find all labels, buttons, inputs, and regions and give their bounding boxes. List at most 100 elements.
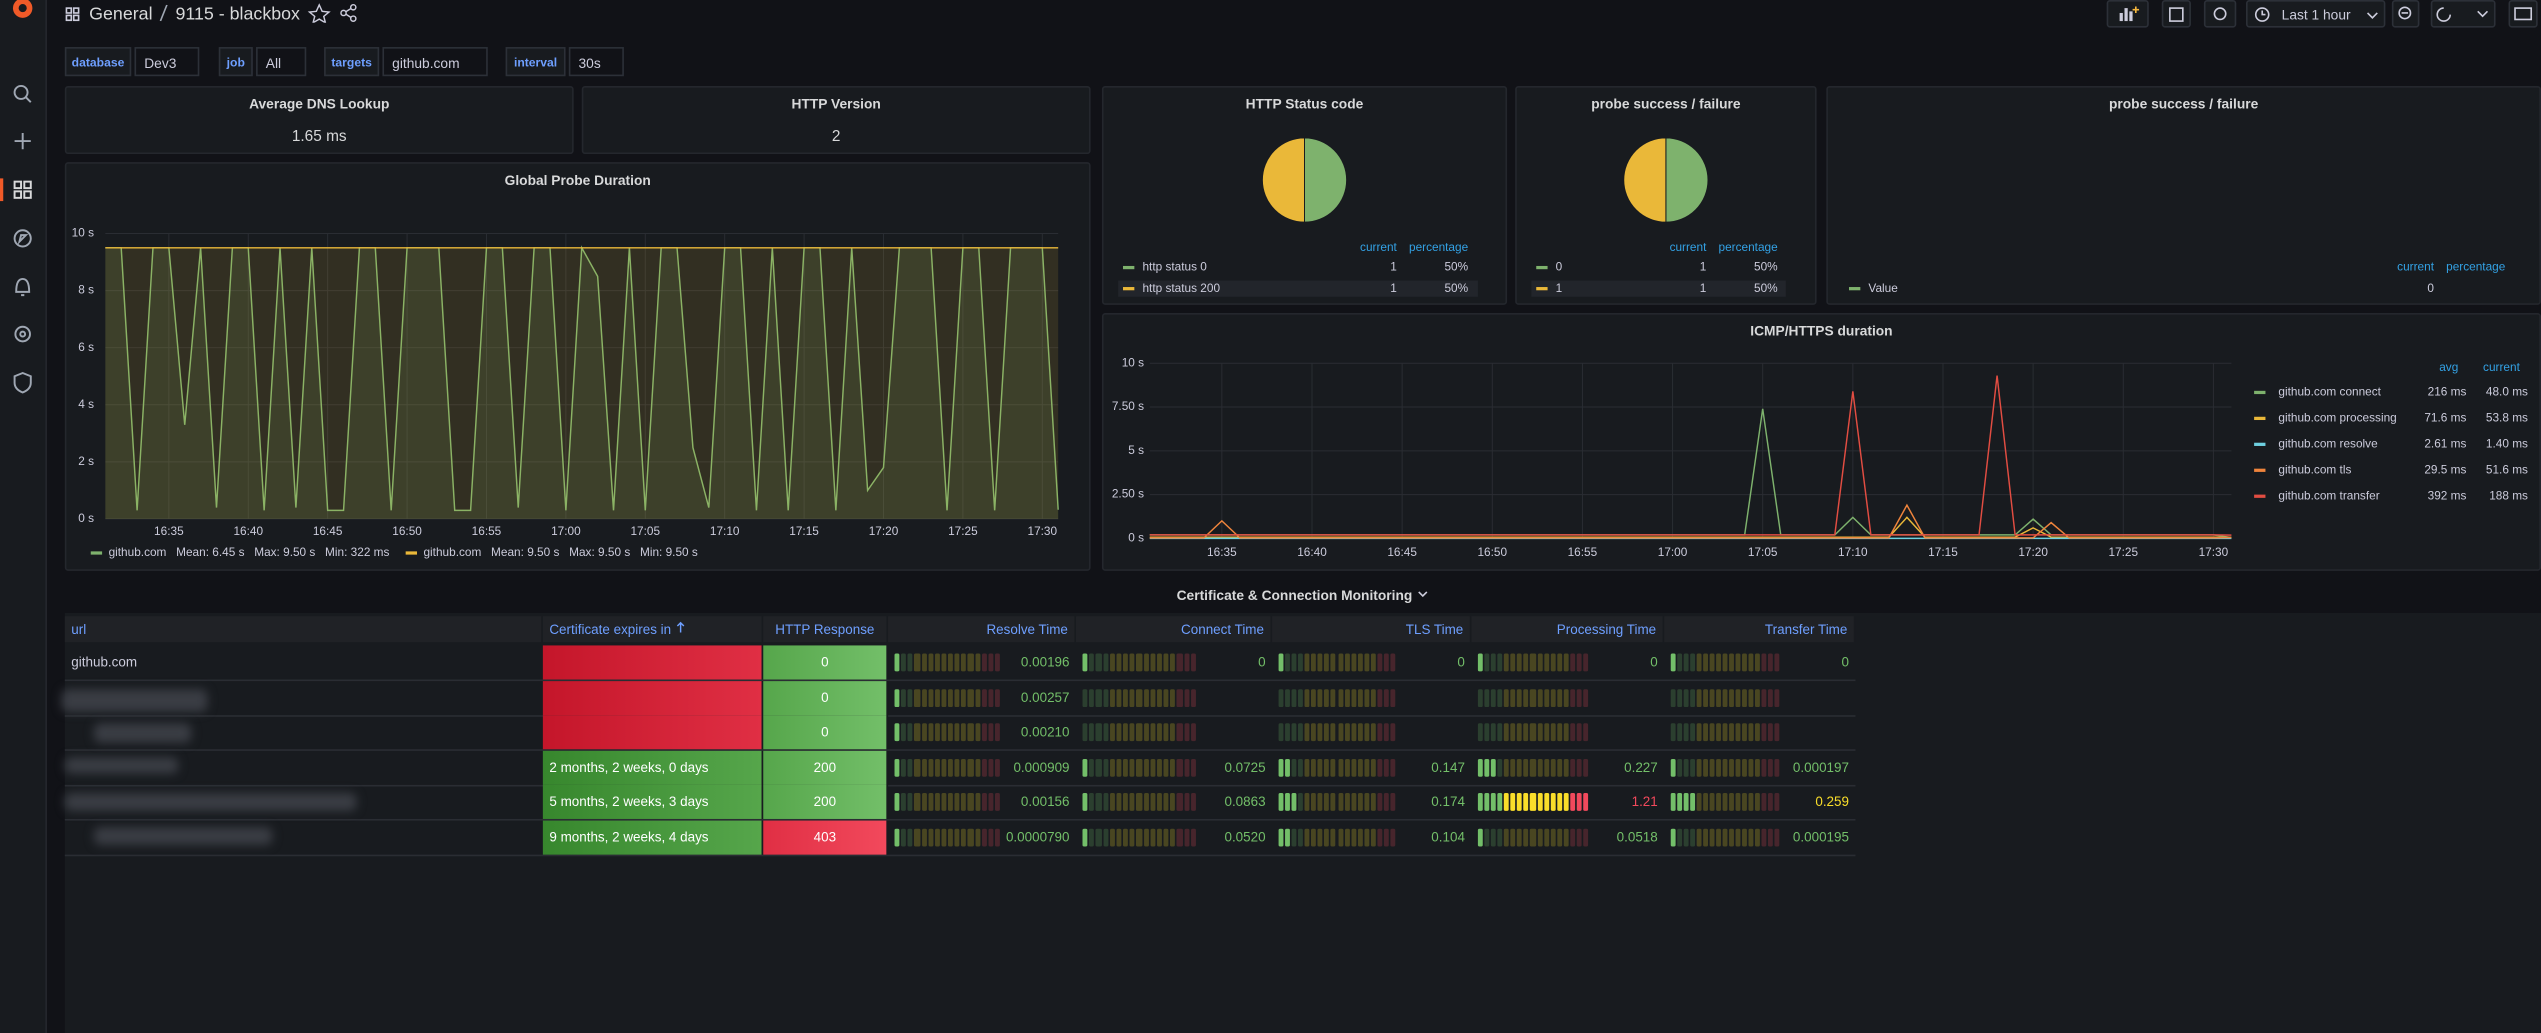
gauge-cell bbox=[1377, 758, 1383, 777]
search-icon[interactable] bbox=[13, 84, 32, 103]
add-panel-button[interactable] bbox=[2106, 0, 2149, 28]
gauge-cell bbox=[1337, 688, 1343, 707]
time-value: 0 bbox=[1650, 653, 1658, 670]
gauge-cell bbox=[1563, 653, 1569, 672]
gauge-cell bbox=[1523, 653, 1529, 672]
gauge-cell bbox=[1677, 723, 1683, 742]
gauge-cell bbox=[1550, 723, 1556, 742]
zoom-out-button[interactable] bbox=[2391, 0, 2420, 28]
time-value: 0 bbox=[1457, 653, 1465, 670]
bar-gauge bbox=[1082, 688, 1197, 707]
gauge-cell bbox=[1774, 793, 1780, 812]
gauge-cell bbox=[1317, 828, 1323, 847]
gauge-cell bbox=[1569, 828, 1575, 847]
variable-value[interactable]: github.com bbox=[382, 47, 488, 77]
settings-button[interactable] bbox=[2203, 0, 2237, 28]
column-header[interactable]: Certificate expires in bbox=[542, 616, 764, 643]
gauge-cell bbox=[1677, 653, 1683, 672]
bar-gauge bbox=[1670, 653, 1781, 672]
gauge-cell bbox=[1285, 828, 1291, 847]
gauge-cell bbox=[1690, 828, 1696, 847]
tv-mode-button[interactable] bbox=[2508, 0, 2538, 28]
gauge-cell bbox=[1670, 653, 1676, 672]
column-header[interactable]: url bbox=[64, 616, 543, 643]
gauge-cell bbox=[961, 653, 967, 672]
share-icon[interactable] bbox=[340, 3, 357, 22]
gauge-cell bbox=[994, 723, 1000, 742]
variable-value[interactable]: Dev3 bbox=[134, 47, 200, 77]
gauge-cell bbox=[1722, 688, 1728, 707]
admin-icon[interactable] bbox=[13, 371, 32, 394]
gauge-cell bbox=[927, 723, 934, 742]
gauge-cell bbox=[1729, 828, 1734, 847]
breadcrumb-folder[interactable]: General bbox=[89, 4, 153, 25]
gauge-cell bbox=[947, 828, 954, 847]
gauge-cell bbox=[1735, 758, 1741, 777]
gauge-cell bbox=[1761, 758, 1767, 777]
column-header[interactable]: Processing Time bbox=[1471, 616, 1665, 643]
gauge-cell bbox=[1337, 828, 1343, 847]
gauge-cell bbox=[1774, 758, 1780, 777]
gauge-cell bbox=[974, 723, 980, 742]
gauge-cell bbox=[1190, 653, 1196, 672]
gauge-cell bbox=[1377, 653, 1383, 672]
create-icon[interactable] bbox=[14, 132, 31, 150]
column-header[interactable]: Transfer Time bbox=[1664, 616, 1856, 643]
gauge-cell bbox=[1278, 828, 1284, 847]
refresh-button[interactable] bbox=[2430, 0, 2496, 28]
star-icon[interactable] bbox=[308, 3, 332, 25]
gauge-cell bbox=[1761, 828, 1767, 847]
gauge-cell bbox=[1690, 653, 1696, 672]
gauge-cell bbox=[1082, 793, 1088, 812]
row-header[interactable]: Certificate & Connection Monitoring bbox=[65, 587, 2541, 603]
variable-value[interactable]: 30s bbox=[568, 47, 624, 77]
gauge-cell bbox=[1304, 758, 1310, 777]
gauge-cell bbox=[934, 793, 940, 812]
gauge-cell bbox=[1523, 723, 1529, 742]
gauge-cell bbox=[1735, 688, 1741, 707]
gauge-cell bbox=[1304, 828, 1310, 847]
gauge-cell bbox=[1569, 793, 1575, 812]
gauge-cell bbox=[1298, 828, 1304, 847]
column-header[interactable]: TLS Time bbox=[1272, 616, 1472, 643]
gauge-cell bbox=[988, 723, 994, 742]
pie-panel: probe success / failure bbox=[1826, 85, 2541, 305]
time-picker[interactable]: Last 1 hour bbox=[2246, 0, 2386, 28]
gauge-cell bbox=[921, 653, 927, 672]
gauge-cell bbox=[1337, 723, 1343, 742]
column-header[interactable]: Connect Time bbox=[1076, 616, 1273, 643]
time-value bbox=[1471, 715, 1664, 749]
gauge-cell bbox=[1491, 793, 1496, 812]
gauge-cell bbox=[1583, 793, 1589, 812]
gauge-cell bbox=[974, 758, 980, 777]
gauge-cell bbox=[954, 828, 960, 847]
gauge-cell bbox=[1143, 758, 1149, 777]
variable-value[interactable]: All bbox=[256, 47, 307, 77]
gauge-cell bbox=[1755, 688, 1760, 707]
gauge-cell bbox=[1163, 688, 1169, 707]
column-header[interactable]: Resolve Time bbox=[888, 616, 1077, 643]
gauge-cell bbox=[1291, 828, 1297, 847]
variable-value-text: Dev3 bbox=[144, 55, 177, 72]
explore-icon[interactable] bbox=[13, 229, 32, 248]
column-header[interactable]: HTTP Response bbox=[763, 616, 889, 643]
gauge-cell bbox=[1331, 793, 1337, 812]
gauge-cell bbox=[1285, 793, 1291, 812]
save-button[interactable] bbox=[2161, 0, 2191, 28]
gauge-cell bbox=[974, 653, 980, 672]
dashboards-icon[interactable] bbox=[13, 180, 32, 199]
row-divider bbox=[64, 784, 1856, 786]
bar-gauge bbox=[1278, 653, 1397, 672]
gauge-cell bbox=[1696, 758, 1702, 777]
gauge-cell bbox=[1109, 688, 1115, 707]
gauge-cell bbox=[947, 723, 954, 742]
zoom-icon bbox=[2398, 6, 2412, 20]
gauge-cell bbox=[974, 793, 980, 812]
gauge-cell bbox=[1477, 828, 1483, 847]
gauge-cell bbox=[1102, 723, 1108, 742]
gauge-cell bbox=[1089, 793, 1095, 812]
alerting-icon[interactable] bbox=[15, 277, 31, 297]
config-icon[interactable] bbox=[14, 325, 31, 343]
